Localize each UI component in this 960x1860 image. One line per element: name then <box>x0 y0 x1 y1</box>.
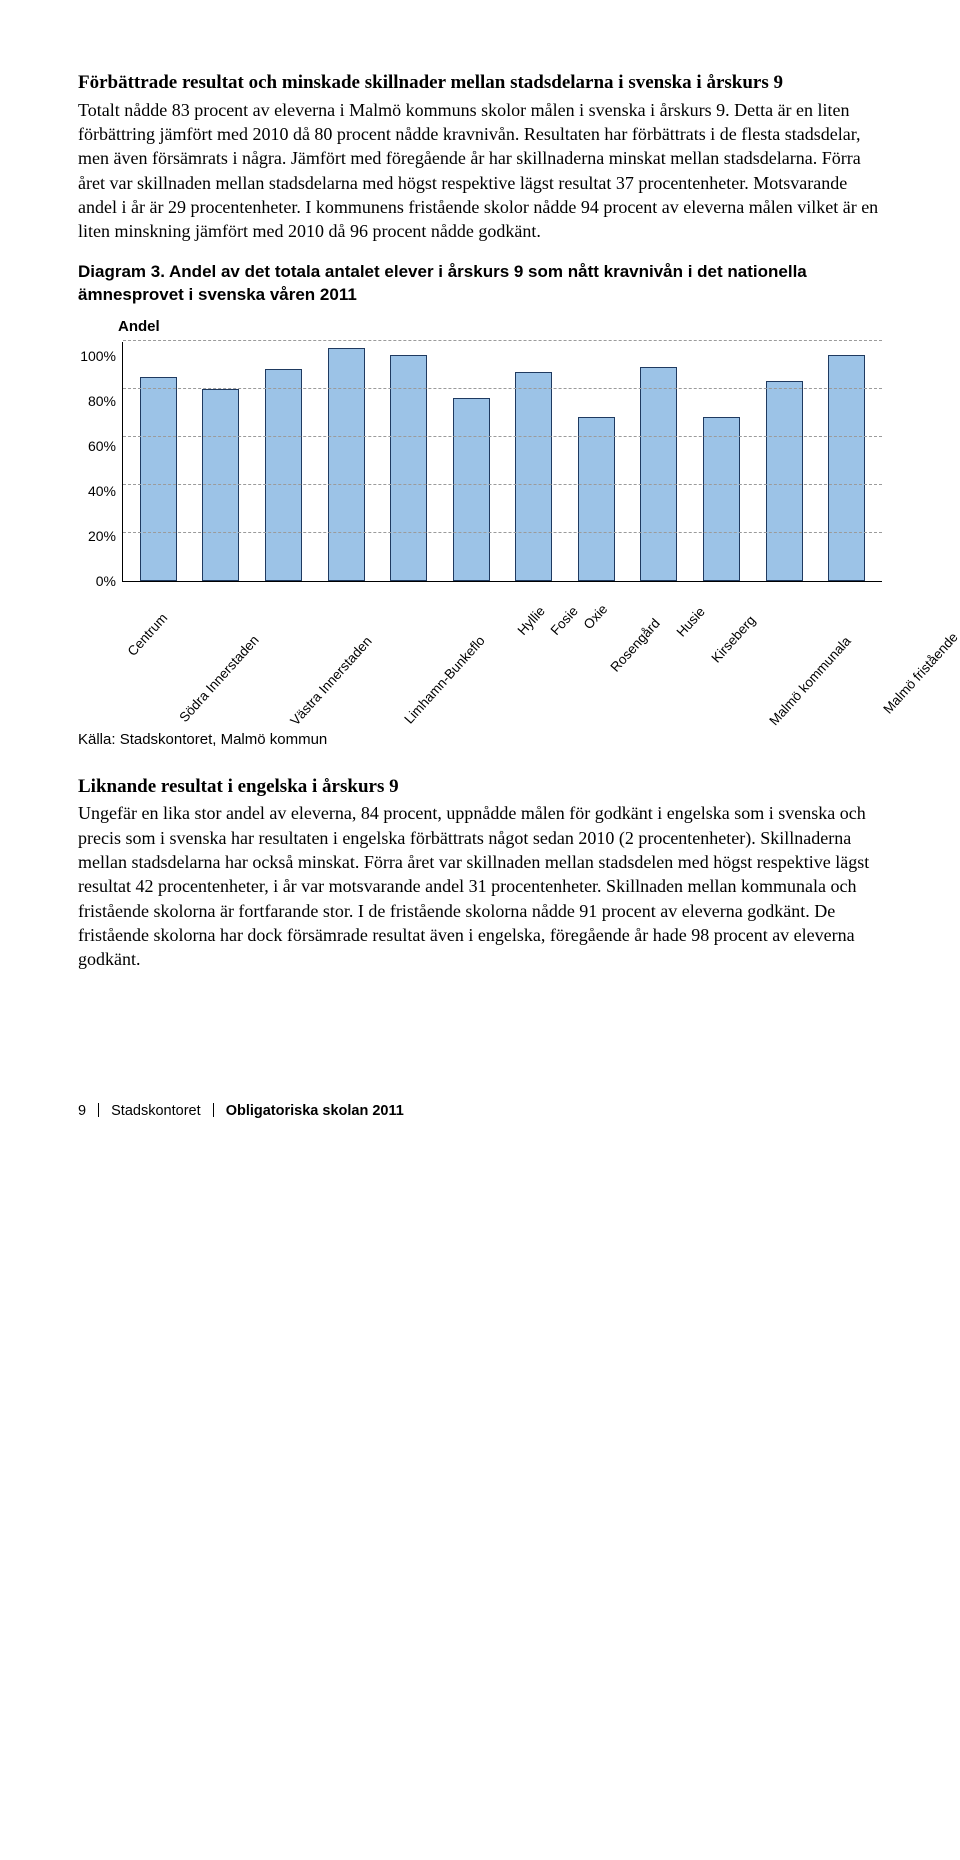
bar <box>265 369 302 580</box>
bar <box>515 372 552 581</box>
bar <box>202 389 239 581</box>
ytick-label: 0% <box>96 574 116 588</box>
bar <box>828 355 865 581</box>
footer-page-number: 9 <box>78 1103 86 1119</box>
footer-doc: Obligatoriska skolan 2011 <box>226 1103 404 1119</box>
chart-box: 100%80%60%40%20%0% <box>78 342 882 582</box>
ytick-label: 100% <box>80 349 116 363</box>
ytick-label: 80% <box>88 394 116 408</box>
bar <box>390 355 427 581</box>
chart-ylabel: Andel <box>118 317 882 337</box>
gridline <box>123 484 882 485</box>
section-1-body: Totalt nådde 83 procent av eleverna i Ma… <box>78 98 882 244</box>
section-1-heading: Förbättrade resultat och minskade skilln… <box>78 70 882 96</box>
chart-plot <box>122 342 882 582</box>
ytick-label: 40% <box>88 484 116 498</box>
chart-bars <box>123 342 882 581</box>
bar <box>766 381 803 580</box>
chart-container: Andel 100% 80% 60% 40% 20% 0% CentrumSödra In… <box>78 317 882 721</box>
gridline <box>123 532 882 533</box>
chart-xlabels: CentrumSödra InnerstadenVästra Innerstad… <box>128 582 882 722</box>
bar <box>453 398 490 580</box>
footer-separator <box>98 1103 99 1117</box>
chart-source: Källa: Stadskontoret, Malmö kommun <box>78 730 882 750</box>
ytick-label: 20% <box>88 529 116 543</box>
gridline <box>123 388 882 389</box>
section-2-body: Ungefär en lika stor andel av eleverna, … <box>78 801 882 971</box>
ytick-label: 60% <box>88 439 116 453</box>
page-footer: 9 Stadskontoret Obligatoriska skolan 201… <box>78 1102 882 1122</box>
footer-org: Stadskontoret <box>111 1103 200 1119</box>
section-2-heading: Liknande resultat i engelska i årskurs 9 <box>78 774 882 800</box>
bar <box>578 417 615 580</box>
bar <box>328 348 365 581</box>
bar <box>640 367 677 581</box>
diagram-caption: Diagram 3. Andel av det totala antalet e… <box>78 261 882 307</box>
bar <box>703 417 740 580</box>
gridline <box>123 340 882 341</box>
footer-separator <box>213 1103 214 1117</box>
bar <box>140 377 177 581</box>
gridline <box>123 436 882 437</box>
chart-yaxis: 100%80%60%40%20%0% <box>78 342 122 582</box>
